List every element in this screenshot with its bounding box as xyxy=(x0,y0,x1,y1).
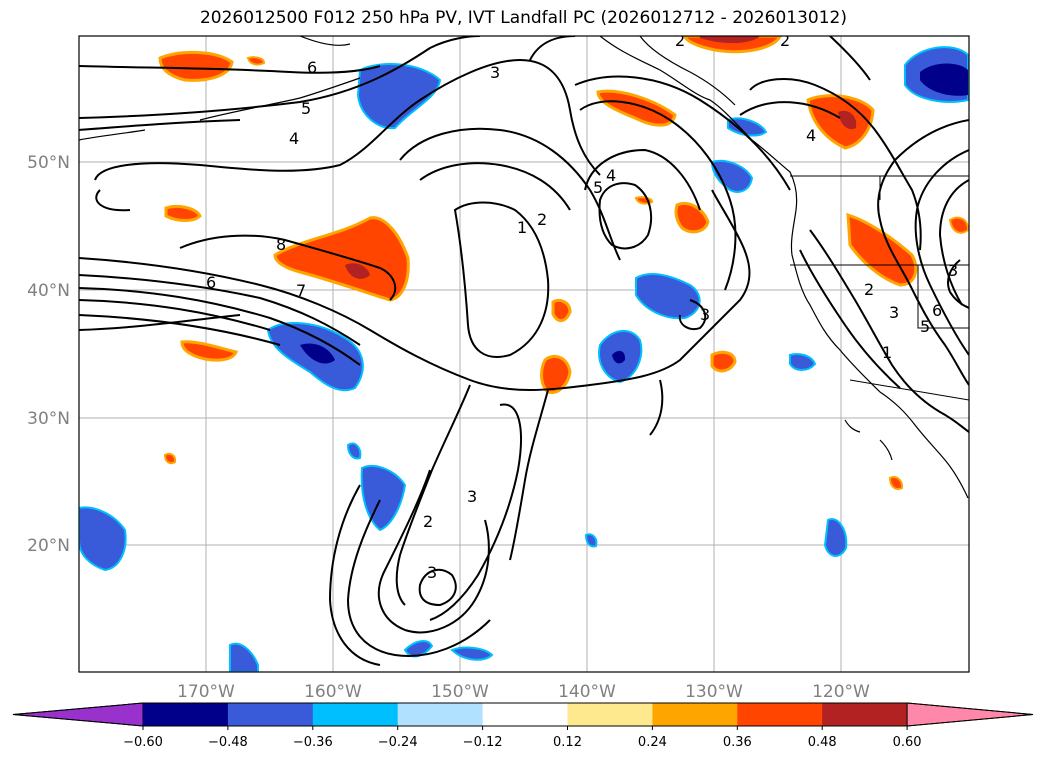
pv-positive-anomalies xyxy=(158,36,969,490)
colorbar-tick-label: −0.12 xyxy=(463,735,503,750)
pv-blob-positive xyxy=(710,350,737,373)
colorbar-tick-label: −0.36 xyxy=(293,735,333,750)
pv-blob-negative xyxy=(612,350,626,364)
contour-label: 3 xyxy=(467,487,477,506)
pv-blob-negative xyxy=(229,642,259,672)
pv-blob-positive xyxy=(345,263,370,279)
colorbar-tick-label: −0.48 xyxy=(208,735,248,750)
pv-blob-positive xyxy=(846,212,918,287)
pv-blob-negative xyxy=(710,159,754,193)
pv-blob-positive xyxy=(273,216,410,302)
colorbar-tick-label: −0.60 xyxy=(123,735,163,750)
latitude-labels: 50°N 40°N 30°N 20°N xyxy=(27,153,70,556)
longitude-labels: 170°W 160°W 150°W 140°W 130°W 120°W xyxy=(177,682,870,702)
contour-lines xyxy=(79,36,969,666)
colorbar: −0.60 −0.48 −0.36 −0.24 −0.12 0.12 0.24 0.36 0.4… xyxy=(12,702,1034,750)
pv-blob-positive xyxy=(163,452,177,465)
contour-label: 1 xyxy=(882,343,892,362)
colorbar-segment xyxy=(312,703,399,726)
contour-label: 6 xyxy=(932,301,942,320)
contour-label: 2 xyxy=(423,512,433,531)
contour-label: 3 xyxy=(948,261,958,280)
pv-blob-negative xyxy=(920,63,968,96)
map-content: 2 3 2 6 5 4 8 6 7 1 2 5 4 3 4 2 3 2 3 6 … xyxy=(79,31,969,672)
contour-label: 6 xyxy=(307,58,317,77)
contour-label: 5 xyxy=(301,99,311,118)
colorbar-segment xyxy=(227,703,314,726)
contour-label: 1 xyxy=(517,218,527,237)
pv-blob-positive xyxy=(948,216,969,234)
pv-blob-positive xyxy=(164,204,202,222)
contour-label: 3 xyxy=(700,305,710,324)
pv-blob-positive xyxy=(246,56,266,66)
pv-blob-positive xyxy=(180,340,239,362)
pv-blob-negative xyxy=(789,353,817,371)
contour-labels: 2 3 2 6 5 4 8 6 7 1 2 5 4 3 4 2 3 2 3 6 … xyxy=(206,31,958,582)
colorbar-tick-label: 0.36 xyxy=(723,735,752,750)
pv-blob-positive xyxy=(674,202,710,234)
pv-blob-negative xyxy=(727,117,768,137)
pv-blob-positive xyxy=(596,89,677,127)
lon-label-150w: 150°W xyxy=(431,682,489,702)
colorbar-tick-label: 0.24 xyxy=(638,735,667,750)
lon-label-120w: 120°W xyxy=(812,682,870,702)
contour-label: 2 xyxy=(675,31,685,50)
colorbar-segment xyxy=(822,703,908,726)
map-title: 2026012500 F012 250 hPa PV, IVT Landfall… xyxy=(199,8,847,28)
colorbar-tick-label: −0.24 xyxy=(378,735,418,750)
contour-label: 5 xyxy=(593,178,603,197)
pv-blob-negative xyxy=(346,442,362,460)
contour-label: 3 xyxy=(427,563,437,582)
contour-label: 4 xyxy=(289,129,299,148)
contour-label: 5 xyxy=(920,317,930,336)
map-frame xyxy=(78,35,970,673)
pv-blob-positive xyxy=(700,36,760,44)
pv-blob-positive xyxy=(806,94,875,150)
contour-label: 7 xyxy=(296,281,306,300)
pv-blob-negative xyxy=(823,518,848,557)
colorbar-tick-label: 0.60 xyxy=(893,735,922,750)
contour-label: 2 xyxy=(864,280,874,299)
contour-label: 4 xyxy=(806,126,816,145)
pv-blob-negative xyxy=(584,533,598,548)
lon-label-140w: 140°W xyxy=(558,682,616,702)
lon-label-170w: 170°W xyxy=(177,682,235,702)
pv-blob-negative xyxy=(450,646,494,661)
contour-label: 3 xyxy=(889,303,899,322)
lon-label-160w: 160°W xyxy=(304,682,362,702)
pv-blob-positive xyxy=(158,50,234,82)
contour-label: 6 xyxy=(206,273,216,292)
lat-label-20n: 20°N xyxy=(27,536,70,556)
colorbar-tick-label: 0.48 xyxy=(808,735,837,750)
colorbar-extend-max xyxy=(906,702,1034,727)
colorbar-segment xyxy=(737,703,823,726)
pv-blob-positive xyxy=(838,110,857,130)
colorbar-tick-label: 0.12 xyxy=(553,735,582,750)
pv-blob-negative xyxy=(79,506,127,572)
colorbar-segment xyxy=(482,703,568,726)
lat-label-50n: 50°N xyxy=(27,153,70,173)
contour-label: 2 xyxy=(780,31,790,50)
contour-label: 2 xyxy=(537,210,547,229)
contour-label: 4 xyxy=(606,166,616,185)
lon-label-130w: 130°W xyxy=(685,682,743,702)
contour-label: 8 xyxy=(276,235,286,254)
lat-label-30n: 30°N xyxy=(27,409,70,429)
contour-label: 3 xyxy=(490,63,500,82)
colorbar-extend-min xyxy=(12,702,144,727)
pv-blob-positive xyxy=(551,298,572,322)
colorbar-segment xyxy=(397,703,484,726)
pv-blob-positive xyxy=(888,476,904,490)
colorbar-segment xyxy=(143,703,229,726)
colorbar-segment xyxy=(652,703,738,726)
pv-blob-negative xyxy=(300,343,335,364)
lat-label-40n: 40°N xyxy=(27,281,70,301)
coastlines xyxy=(79,36,969,499)
pv-negative-anomalies xyxy=(79,46,969,672)
pv-blob-negative xyxy=(356,63,442,130)
colorbar-segment xyxy=(567,703,653,726)
